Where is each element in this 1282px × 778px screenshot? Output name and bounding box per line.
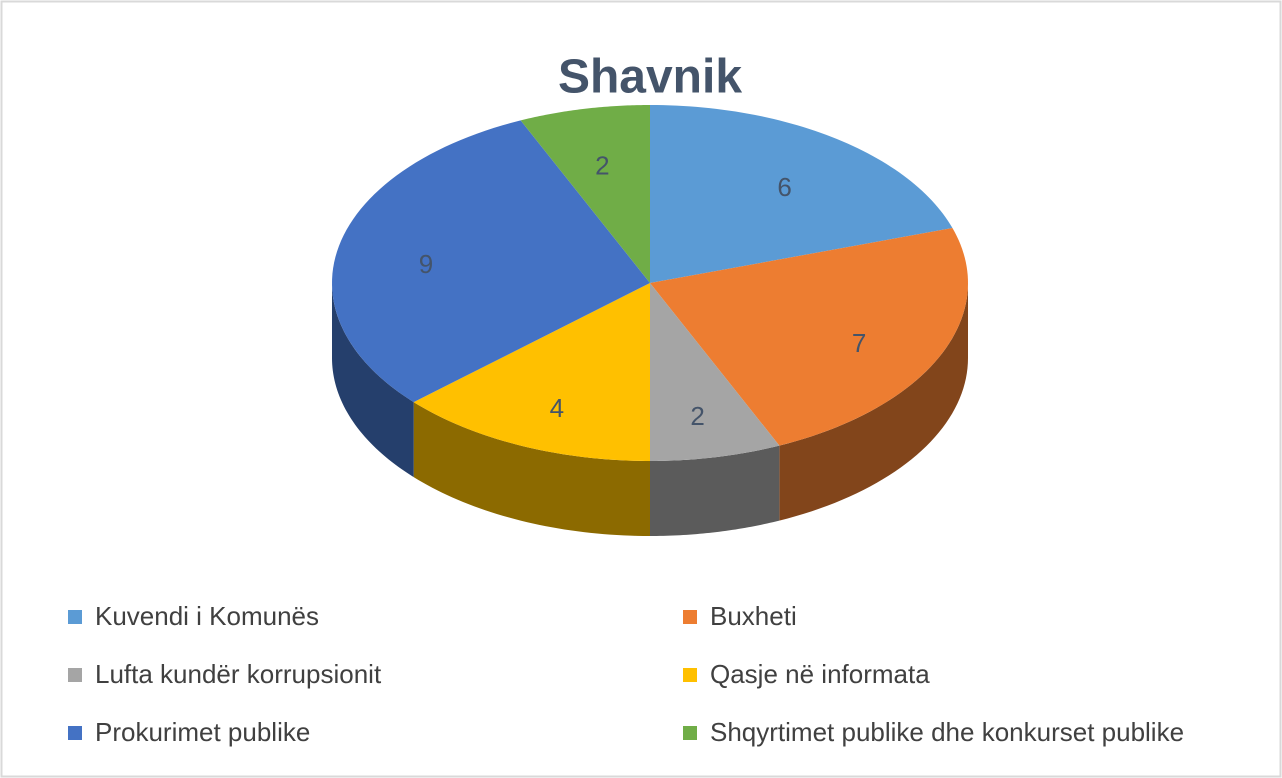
legend-label: Lufta kundër korrupsionit bbox=[95, 659, 382, 689]
legend-swatch bbox=[68, 668, 82, 682]
legend-swatch bbox=[683, 726, 697, 740]
pie-slice-side bbox=[779, 283, 968, 521]
pie-slice bbox=[650, 105, 953, 283]
data-label: 2 bbox=[690, 401, 704, 431]
chart-title: Shavnik bbox=[558, 51, 742, 104]
data-label: 9 bbox=[419, 249, 433, 279]
legend-label: Prokurimet publike bbox=[95, 717, 310, 747]
legend: Kuvendi i Komunës Buxheti Lufta kundër kor… bbox=[68, 601, 1184, 747]
pie-slice-side bbox=[650, 445, 780, 536]
legend-label: Buxheti bbox=[710, 601, 797, 631]
legend-swatch bbox=[68, 726, 82, 740]
legend-label: Shqyrtimet publike dhe konkurset publike bbox=[710, 717, 1184, 747]
legend-swatch bbox=[683, 610, 697, 624]
data-label: 4 bbox=[550, 393, 564, 423]
legend-label: Kuvendi i Komunës bbox=[95, 601, 319, 631]
legend-swatch bbox=[68, 610, 82, 624]
pie-slice-side bbox=[332, 283, 414, 478]
pie-slice-side bbox=[413, 402, 650, 536]
pie-slice bbox=[650, 227, 968, 446]
data-label: 6 bbox=[777, 172, 791, 202]
legend-label: Qasje në informata bbox=[710, 659, 930, 689]
data-label: 2 bbox=[595, 151, 609, 181]
pie-slice bbox=[332, 120, 650, 403]
pie: 6 7 2 4 9 2 bbox=[332, 105, 968, 536]
data-label: 7 bbox=[852, 328, 866, 358]
pie-slice bbox=[520, 105, 650, 283]
pie-slice bbox=[413, 283, 650, 461]
legend-swatch bbox=[683, 668, 697, 682]
pie-slice bbox=[650, 283, 780, 461]
